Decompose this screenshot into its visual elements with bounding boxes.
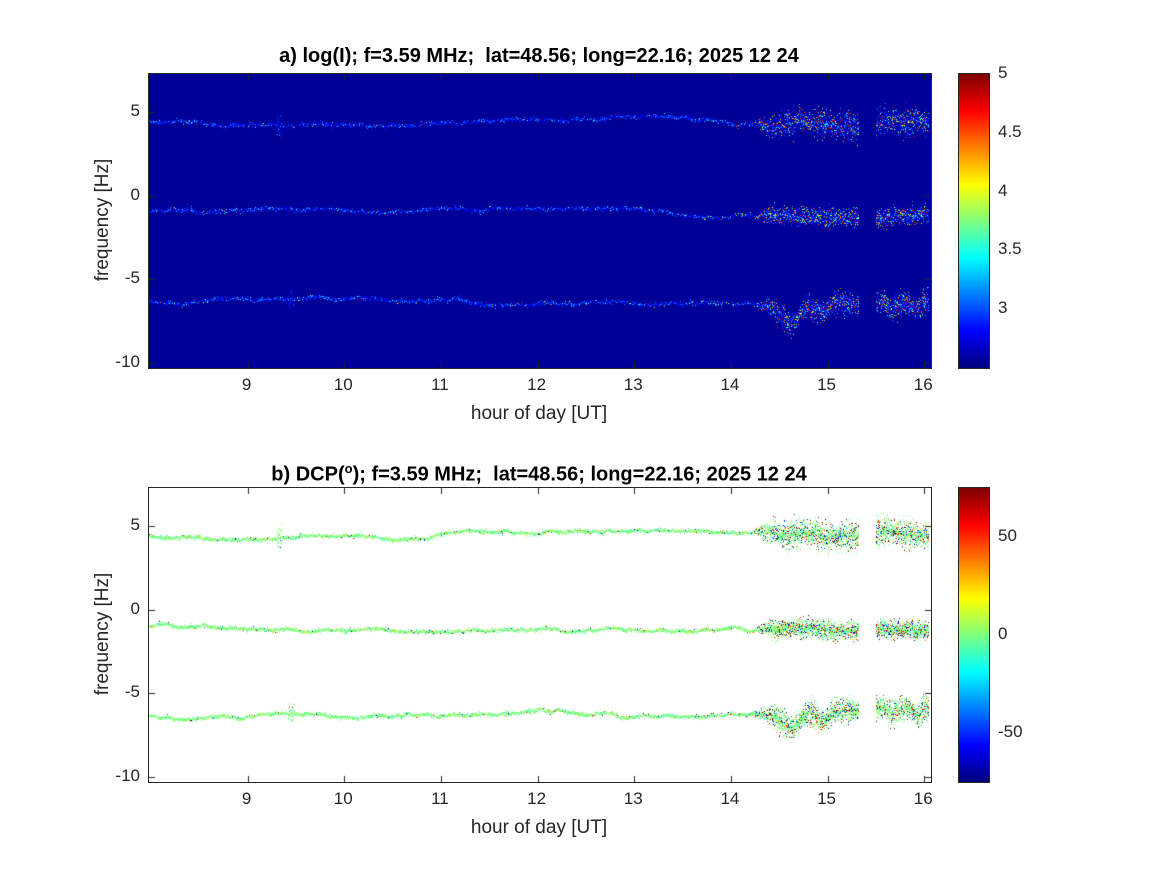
x-tick-label: 16 [913,789,933,808]
panel-a-plot-area [148,73,932,369]
colorbar-tick-label: 0 [998,624,1008,643]
x-tick-label: 11 [431,375,449,394]
colorbar-tick-label: 50 [998,526,1017,545]
panel-b-spectrogram-canvas [149,488,931,782]
x-tick-label: 16 [913,375,933,394]
x-tick-label: 11 [431,789,449,808]
x-tick-label: 9 [241,789,252,808]
x-tick-label: 9 [241,375,252,394]
colorbar-tick-label: -50 [998,722,1023,741]
y-tick-label: 5 [130,515,140,535]
y-tick-label: 5 [130,101,140,121]
panel-b-title-pre: b) DCP( [271,463,345,486]
panel-a-title: a) log(I); f=3.59 MHz; lat=48.56; long=2… [279,45,799,67]
panel-a-colorbar-canvas [959,74,989,368]
colorbar-tick-label: 4 [998,180,1008,200]
y-tick-label: -5 [124,268,140,288]
panel-a-spectrogram-canvas [149,74,931,368]
colorbar-tick-label: 5 [998,63,1008,82]
x-tick-label: 15 [817,789,837,808]
y-tick-label: 0 [130,184,140,204]
panel-a-colorbar [958,73,990,369]
y-tick-label: -5 [124,682,140,702]
y-tick-label: -10 [115,765,140,785]
x-tick-label: 13 [623,789,643,808]
x-tick-label: 14 [720,789,740,808]
panel-b-plot-area [148,487,932,783]
y-tick-label: -10 [115,351,140,371]
x-tick-label: 12 [527,375,547,394]
x-tick-label: 12 [527,789,547,808]
panel-b-colorbar [958,487,990,783]
x-tick-label: 13 [623,375,643,394]
x-tick-label: 14 [720,375,740,394]
x-tick-label: 10 [333,789,353,808]
colorbar-tick-label: 3 [998,298,1008,318]
colorbar-tick-label: 4.5 [998,121,1022,141]
x-tick-label: 15 [817,375,837,394]
panel-b-title-post: ); f=3.59 MHz; lat=48.56; long=22.16; 20… [352,463,807,486]
panel-b-colorbar-canvas [959,488,989,782]
panel-a-x-axis-label: hour of day [UT] [470,403,608,424]
y-tick-label: 0 [130,598,140,618]
panel-b-title: b) DCP(o); f=3.59 MHz; lat=48.56; long=2… [148,457,930,487]
panel-b-x-axis-label: hour of day [UT] [470,817,608,838]
panel-b-title-superscript: o [344,461,353,476]
colorbar-tick-label: 3.5 [998,239,1022,259]
x-tick-label: 10 [333,375,353,394]
